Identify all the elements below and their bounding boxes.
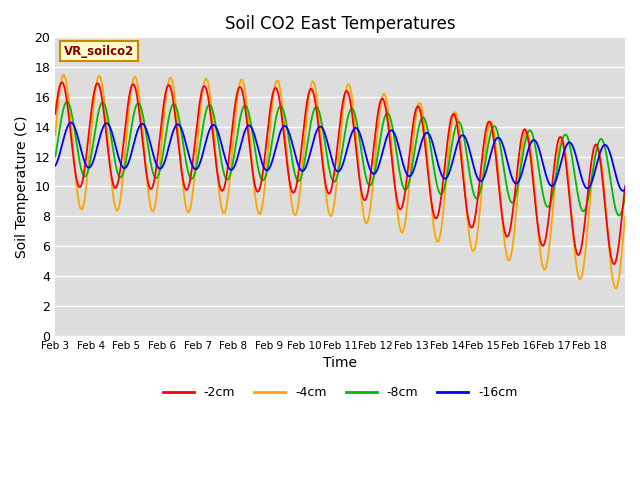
Legend: -2cm, -4cm, -8cm, -16cm: -2cm, -4cm, -8cm, -16cm xyxy=(157,381,523,404)
Title: Soil CO2 East Temperatures: Soil CO2 East Temperatures xyxy=(225,15,456,33)
Text: VR_soilco2: VR_soilco2 xyxy=(64,45,134,58)
X-axis label: Time: Time xyxy=(323,356,357,370)
Y-axis label: Soil Temperature (C): Soil Temperature (C) xyxy=(15,115,29,258)
